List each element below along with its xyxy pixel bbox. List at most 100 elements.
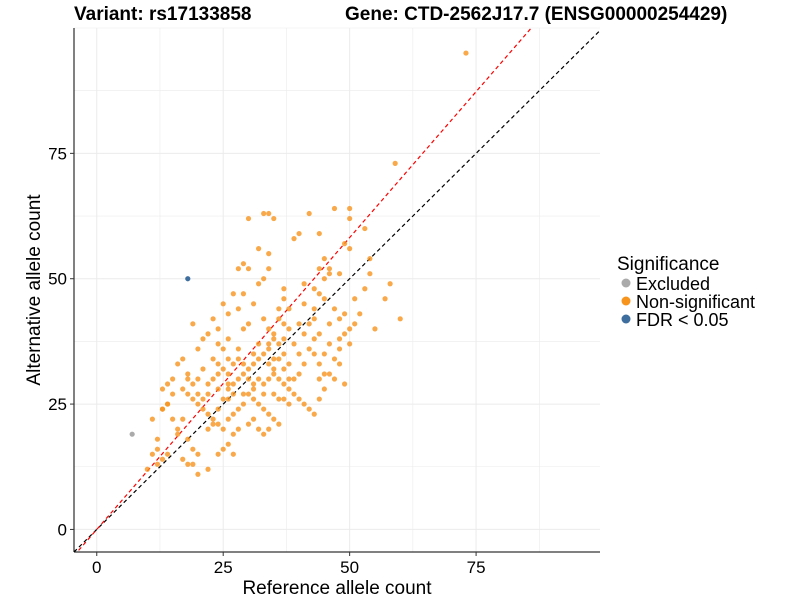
point-non-significant (190, 461, 196, 467)
point-non-significant (276, 341, 282, 347)
point-non-significant (215, 451, 221, 457)
legend-key-fdr (621, 314, 631, 324)
point-non-significant (180, 386, 186, 392)
point-non-significant (321, 371, 327, 377)
point-non-significant (185, 376, 191, 382)
point-non-significant (326, 266, 333, 272)
point-non-significant (215, 406, 221, 412)
point-non-significant (180, 456, 186, 462)
point-non-significant (230, 451, 236, 457)
point-non-significant (225, 336, 231, 342)
point-non-significant (235, 376, 241, 382)
point-non-significant (230, 291, 236, 297)
point-non-significant (261, 210, 267, 217)
axes (70, 28, 600, 556)
point-non-significant (286, 386, 292, 392)
point-non-significant (159, 386, 166, 392)
point-non-significant (326, 271, 333, 277)
point-non-significant (205, 426, 211, 432)
point-non-significant (230, 411, 236, 417)
point-non-significant (281, 351, 287, 357)
point-non-significant (311, 316, 317, 322)
point-non-significant (230, 381, 236, 387)
point-non-significant (245, 421, 252, 427)
point-non-significant (316, 376, 322, 382)
point-non-significant (154, 446, 161, 452)
point-non-significant (301, 331, 307, 337)
point-non-significant (286, 361, 292, 367)
legend-label-non-significant: Non-significant (636, 292, 755, 312)
point-non-significant (266, 341, 272, 347)
point-non-significant (235, 266, 241, 272)
point-non-significant (250, 396, 257, 402)
point-non-significant (180, 416, 186, 422)
legend-label-excluded: Excluded (636, 274, 710, 294)
point-non-significant (170, 391, 176, 397)
legend-key-non-significant (621, 296, 631, 306)
y-tick-label: 75 (48, 144, 67, 163)
point-non-significant (205, 381, 211, 387)
legend-label-fdr: FDR < 0.05 (636, 310, 729, 330)
point-non-significant (321, 256, 327, 262)
point-non-significant (240, 401, 247, 407)
point-non-significant (362, 225, 368, 232)
point-non-significant (341, 311, 348, 317)
point-non-significant (286, 326, 292, 332)
point-non-significant (331, 205, 338, 212)
point-non-significant (205, 466, 211, 472)
point-non-significant (164, 451, 171, 457)
point-non-significant (336, 336, 343, 342)
point-non-significant (347, 341, 353, 347)
point-non-significant (352, 296, 358, 302)
chart-title-gene: Gene: CTD-2562J17.7 (ENSG00000254429) (345, 4, 728, 25)
point-non-significant (316, 361, 322, 367)
point-non-significant (164, 401, 171, 407)
data-points (129, 50, 469, 477)
point-non-significant (291, 391, 297, 397)
point-non-significant (311, 411, 317, 417)
point-non-significant (321, 296, 327, 302)
point-non-significant (276, 356, 282, 362)
point-non-significant (170, 416, 176, 422)
point-non-significant (225, 416, 231, 422)
point-non-significant (271, 215, 277, 222)
point-non-significant (175, 431, 181, 437)
point-non-significant (281, 381, 287, 387)
legend-key-excluded (621, 278, 631, 288)
x-tick-label: 50 (340, 558, 359, 577)
point-non-significant (271, 331, 277, 337)
y-tick-label: 0 (58, 520, 67, 539)
point-non-significant (240, 261, 247, 267)
point-non-significant (159, 406, 166, 412)
point-non-significant (159, 456, 166, 462)
point-non-significant (245, 266, 252, 272)
point-non-significant (326, 321, 333, 327)
point-non-significant (331, 376, 338, 382)
point-non-significant (230, 361, 236, 367)
point-non-significant (281, 286, 287, 292)
point-non-significant (271, 336, 277, 342)
chart-title-variant: Variant: rs17133858 (74, 4, 252, 25)
point-non-significant (347, 326, 353, 332)
point-non-significant (331, 356, 338, 362)
point-non-significant (195, 376, 201, 382)
point-non-significant (215, 361, 221, 367)
point-non-significant (210, 376, 216, 382)
point-non-significant (271, 371, 277, 377)
point-non-significant (331, 306, 338, 312)
point-non-significant (185, 461, 191, 467)
point-non-significant (316, 331, 322, 337)
point-non-significant (215, 341, 221, 347)
point-non-significant (215, 386, 221, 392)
point-non-significant (321, 386, 327, 392)
point-non-significant (200, 336, 206, 342)
point-non-significant (210, 356, 216, 362)
point-non-significant (296, 230, 302, 237)
point-non-significant (357, 311, 363, 317)
point-non-significant (341, 331, 348, 337)
point-non-significant (250, 361, 257, 367)
point-non-significant (306, 321, 312, 327)
point-non-significant (250, 351, 257, 357)
point-non-significant (149, 416, 155, 422)
